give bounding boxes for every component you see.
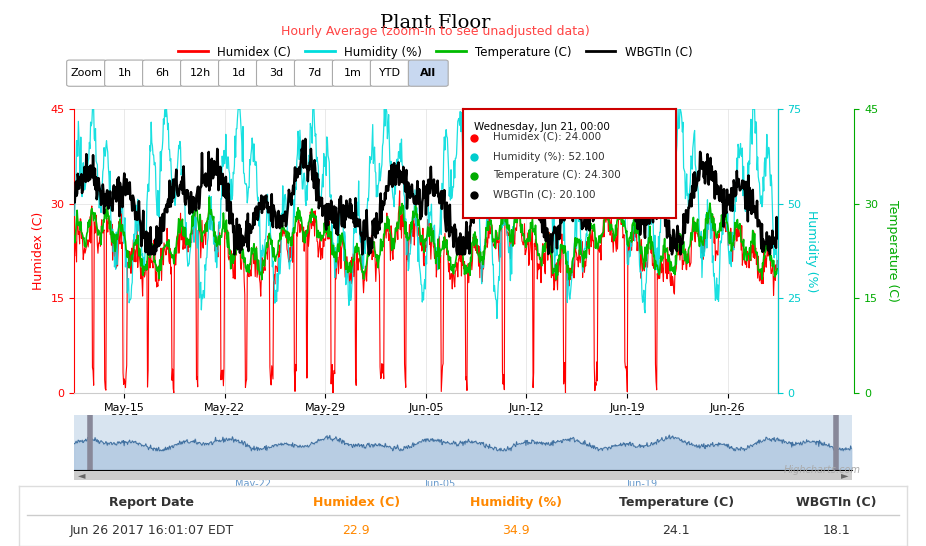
Legend: Humidex (C), Humidity (%), Temperature (C), WBGTIn (C): Humidex (C), Humidity (%), Temperature (…	[173, 41, 697, 63]
Text: WBGTIn (C): WBGTIn (C)	[796, 496, 877, 509]
Y-axis label: Humidity (%): Humidity (%)	[806, 210, 819, 292]
Text: Jun 26 2017 16:01:07 EDT: Jun 26 2017 16:01:07 EDT	[69, 525, 234, 537]
Y-axis label: Humidex (C): Humidex (C)	[31, 212, 44, 290]
Text: Humidity (%): 52.100: Humidity (%): 52.100	[493, 152, 605, 162]
Text: 18.1: 18.1	[822, 525, 850, 537]
Text: Humidex (C): 24.000: Humidex (C): 24.000	[493, 132, 601, 142]
Text: 1m: 1m	[344, 68, 361, 78]
Text: 34.9: 34.9	[503, 525, 531, 537]
Text: ►: ►	[841, 471, 848, 480]
Text: 22.9: 22.9	[343, 525, 370, 537]
Text: 1h: 1h	[118, 68, 131, 78]
Text: 24.1: 24.1	[662, 525, 690, 537]
X-axis label: Report Date (EDT): Report Date (EDT)	[362, 430, 490, 444]
Text: Plant Floor: Plant Floor	[380, 14, 491, 32]
Text: Temperature (C): Temperature (C)	[619, 496, 734, 509]
Text: Zoom: Zoom	[70, 68, 103, 78]
Text: All: All	[420, 68, 436, 78]
Text: 12h: 12h	[190, 68, 211, 78]
Text: Wednesday, Jun 21, 00:00: Wednesday, Jun 21, 00:00	[474, 122, 609, 132]
Text: Temperature (C): 24.300: Temperature (C): 24.300	[493, 170, 620, 180]
Text: 1d: 1d	[232, 68, 245, 78]
Text: ◄: ◄	[78, 471, 85, 480]
Text: Highcharts.com: Highcharts.com	[784, 465, 861, 475]
Text: YTD: YTD	[380, 68, 401, 78]
Text: Hourly Average (zoom-in to see unadjusted data): Hourly Average (zoom-in to see unadjuste…	[281, 25, 590, 38]
Y-axis label: Temperature (C): Temperature (C)	[886, 200, 899, 302]
Text: WBGTIn (C): 20.100: WBGTIn (C): 20.100	[493, 190, 595, 200]
Text: Report Date: Report Date	[109, 496, 194, 509]
Text: Humidity (%): Humidity (%)	[470, 496, 562, 509]
Text: Humidex (C): Humidex (C)	[313, 496, 400, 509]
Text: 6h: 6h	[156, 68, 169, 78]
Text: 3d: 3d	[269, 68, 283, 78]
Text: 7d: 7d	[307, 68, 321, 78]
